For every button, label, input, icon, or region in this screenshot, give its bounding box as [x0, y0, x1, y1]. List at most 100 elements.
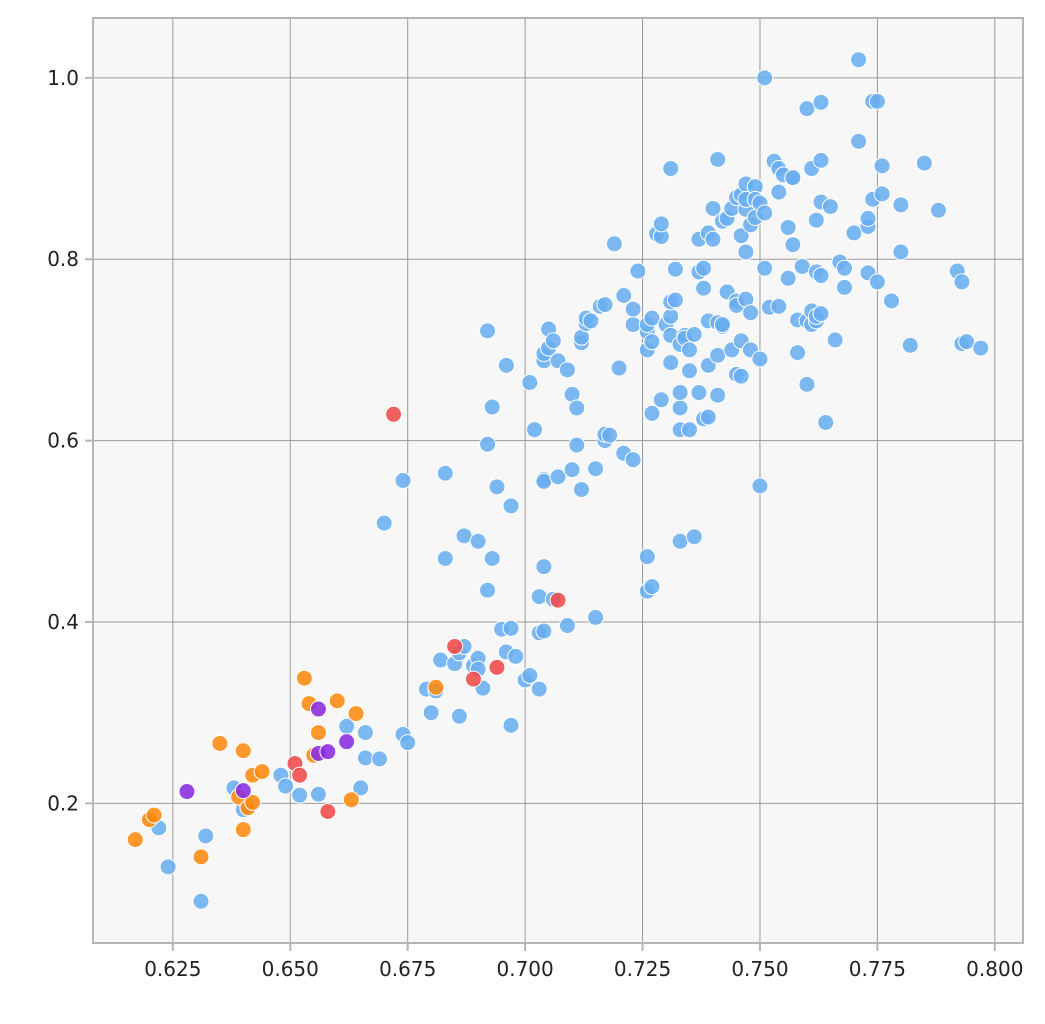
data-point [868, 92, 886, 110]
plot-border [92, 17, 1024, 944]
data-point [319, 803, 337, 821]
x-tick-label: 0.675 [379, 957, 436, 981]
data-point [479, 435, 497, 453]
data-point [699, 408, 717, 426]
data-point [291, 786, 309, 804]
data-point [666, 260, 684, 278]
data-point [737, 243, 755, 261]
data-point [126, 831, 144, 849]
data-point [464, 670, 482, 688]
data-point [234, 782, 252, 800]
data-point [234, 742, 252, 760]
data-point [850, 51, 868, 69]
data-point [770, 183, 788, 201]
data-point [342, 791, 360, 809]
data-point [859, 209, 877, 227]
data-point [850, 132, 868, 150]
data-point [394, 472, 412, 489]
data-point [572, 481, 590, 499]
data-point [558, 361, 576, 379]
data-point [178, 783, 196, 801]
data-point [662, 307, 680, 325]
data-point [371, 750, 389, 768]
x-tick-label: 0.625 [144, 957, 201, 981]
y-axis: 0.2 0.4 0.6 0.8 1.0 [47, 66, 93, 815]
data-point [789, 344, 807, 362]
data-point [742, 304, 760, 322]
data-point [159, 858, 177, 876]
data-point [277, 777, 295, 795]
data-point [709, 150, 727, 168]
data-point [756, 204, 774, 222]
data-point [845, 224, 863, 242]
data-point [770, 297, 788, 315]
data-point [291, 766, 309, 784]
data-point [704, 230, 722, 248]
data-point [328, 692, 346, 710]
data-point [836, 278, 854, 296]
data-point [892, 243, 910, 261]
data-point [695, 279, 713, 297]
data-point [779, 269, 797, 287]
data-point [624, 451, 642, 469]
data-point [836, 259, 854, 277]
data-point [685, 325, 703, 343]
data-point [690, 384, 708, 402]
data-point [671, 532, 689, 550]
data-point [751, 477, 769, 495]
data-point [756, 69, 774, 87]
data-point [596, 296, 614, 314]
data-point [812, 267, 830, 285]
data-point [375, 514, 393, 532]
data-point [704, 199, 722, 217]
data-point [610, 359, 628, 377]
data-point [521, 374, 539, 392]
data-point [605, 235, 623, 253]
data-point [356, 724, 374, 742]
data-point [821, 198, 839, 216]
data-point [812, 305, 830, 323]
data-point [681, 362, 699, 380]
data-point [507, 647, 525, 665]
data-point [643, 333, 661, 351]
point-series [286, 405, 567, 821]
y-tick-label: 1.0 [47, 66, 79, 90]
data-point [530, 680, 548, 698]
x-tick-label: 0.775 [849, 957, 906, 981]
data-point [544, 332, 562, 350]
data-point [436, 549, 454, 567]
point-series [150, 51, 990, 910]
data-points [126, 51, 990, 910]
data-point [652, 215, 670, 233]
data-point [356, 749, 374, 767]
data-point [319, 743, 337, 761]
data-point [779, 218, 797, 236]
data-point [502, 497, 520, 515]
data-point [958, 333, 976, 351]
data-point [784, 169, 802, 187]
data-point [868, 273, 886, 291]
data-point [681, 421, 699, 439]
x-tick-label: 0.700 [496, 957, 553, 981]
x-tick-label: 0.750 [731, 957, 788, 981]
data-point [671, 384, 689, 402]
data-point [873, 157, 891, 175]
data-point [563, 461, 581, 479]
data-point [695, 259, 713, 277]
data-point [751, 350, 769, 368]
data-point [479, 581, 497, 599]
data-point [652, 391, 670, 409]
data-point [399, 734, 417, 752]
data-point [526, 421, 544, 439]
data-point [234, 821, 252, 839]
data-point [309, 724, 327, 742]
data-point [812, 93, 830, 111]
data-point [892, 196, 910, 214]
data-point [643, 404, 661, 422]
data-point [483, 549, 501, 567]
data-point [681, 341, 699, 359]
data-point [488, 658, 506, 676]
data-point [798, 375, 816, 393]
y-tick-label: 0.2 [47, 791, 79, 815]
